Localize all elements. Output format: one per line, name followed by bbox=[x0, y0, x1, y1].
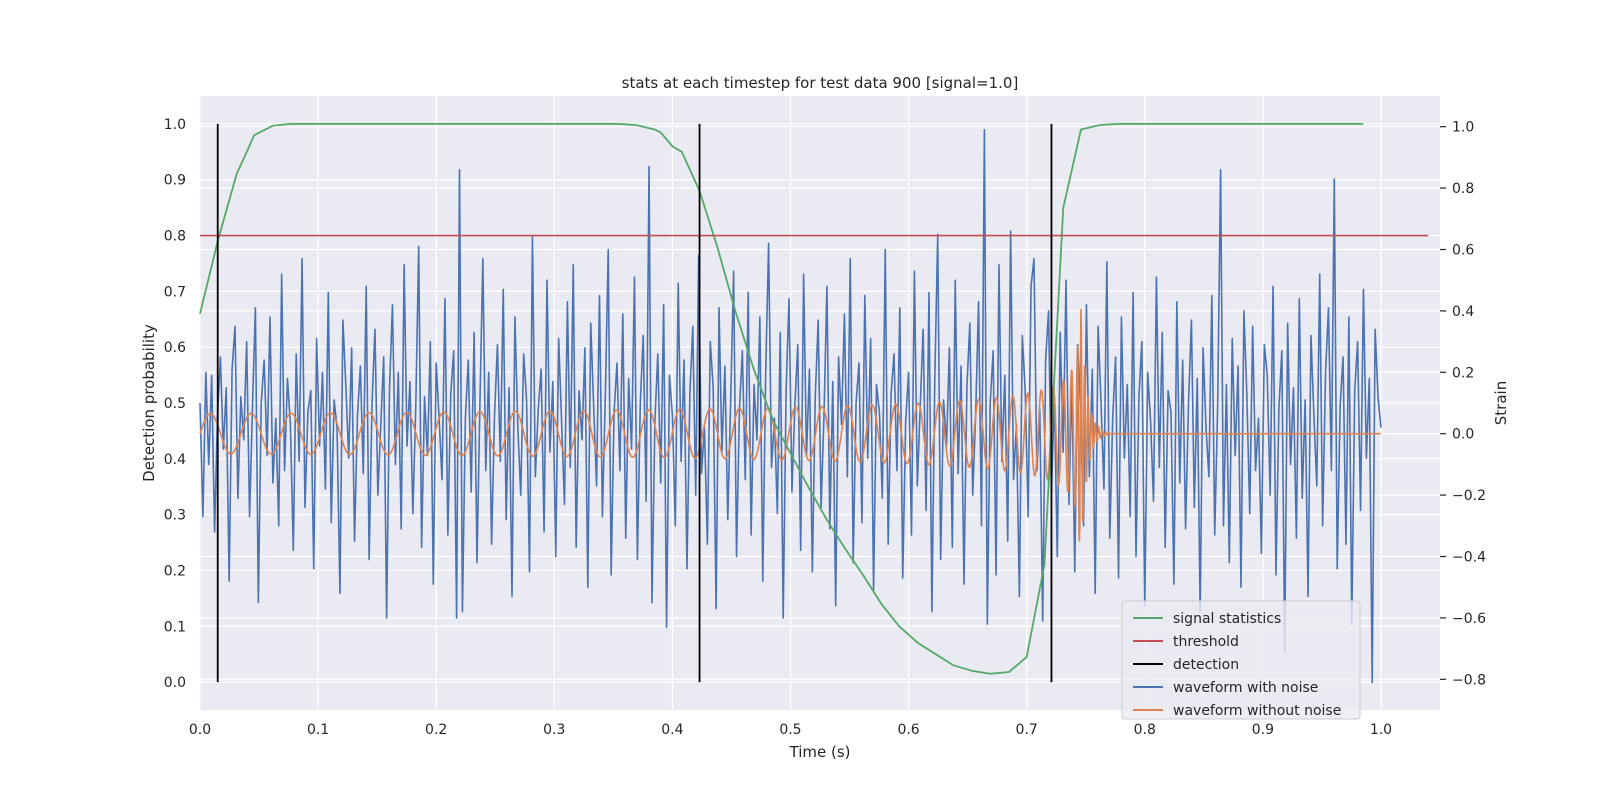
y-left-tick-label: 0.9 bbox=[164, 173, 186, 189]
y-right-tick-label: 1.0 bbox=[1452, 120, 1474, 136]
y-right-tick-label: 0.4 bbox=[1452, 304, 1474, 320]
series-waveform-with-noise bbox=[199, 128, 1382, 684]
x-tick-label: 1.0 bbox=[1370, 722, 1392, 738]
y-axis-left: 0.0 0.1 0.2 0.3 0.4 0.5 0.6 0.7 0.8 0.9 1.0 bbox=[164, 117, 186, 691]
y-left-tick-label: 0.2 bbox=[164, 563, 186, 579]
y-right-tick-label: 0.6 bbox=[1452, 243, 1474, 259]
legend-label: waveform without noise bbox=[1173, 703, 1341, 719]
y-right-tick-label: −0.6 bbox=[1452, 611, 1486, 627]
y-axis-right: −0.8 −0.6 −0.4 −0.2 0.0 0.2 0.4 0.6 0.8 1.0 bbox=[1440, 120, 1486, 688]
legend-label: signal statistics bbox=[1173, 611, 1281, 627]
y-axis-left-title: Detection probability bbox=[140, 324, 158, 482]
y-right-tick-label: −0.4 bbox=[1452, 550, 1486, 566]
x-tick-label: 0.4 bbox=[661, 722, 683, 738]
x-tick-label: 0.7 bbox=[1016, 722, 1038, 738]
y-left-tick-label: 0.8 bbox=[164, 229, 186, 245]
y-axis-right-title: Strain bbox=[1492, 381, 1510, 425]
legend-label: detection bbox=[1173, 657, 1239, 673]
y-left-tick-label: 0.4 bbox=[164, 452, 186, 468]
y-left-tick-label: 0.3 bbox=[164, 508, 186, 524]
x-tick-label: 0.5 bbox=[779, 722, 801, 738]
x-tick-label: 0.8 bbox=[1134, 722, 1156, 738]
y-left-tick-label: 0.0 bbox=[164, 675, 186, 691]
x-tick-label: 0.0 bbox=[189, 722, 211, 738]
y-left-tick-label: 0.1 bbox=[164, 619, 186, 635]
y-right-tick-label: 0.8 bbox=[1452, 181, 1474, 197]
y-right-tick-label: −0.2 bbox=[1452, 488, 1486, 504]
y-right-tick-label: 0.2 bbox=[1452, 365, 1474, 381]
series-layer bbox=[199, 123, 1429, 684]
x-tick-label: 0.9 bbox=[1252, 722, 1274, 738]
legend-box bbox=[1121, 600, 1361, 720]
x-axis: 0.0 0.1 0.2 0.3 0.4 0.5 0.6 0.7 0.8 0.9 1.0 bbox=[189, 722, 1392, 738]
x-tick-label: 0.1 bbox=[307, 722, 329, 738]
y-right-tick-label: 0.0 bbox=[1452, 427, 1474, 443]
y-left-tick-label: 0.6 bbox=[164, 340, 186, 356]
legend-label: waveform with noise bbox=[1173, 680, 1318, 696]
y-left-tick-label: 0.5 bbox=[164, 396, 186, 412]
y-left-tick-label: 0.7 bbox=[164, 284, 186, 300]
chart-title: stats at each timestep for test data 900… bbox=[622, 74, 1019, 92]
y-left-tick-label: 1.0 bbox=[164, 117, 186, 133]
x-tick-label: 0.2 bbox=[425, 722, 447, 738]
series-waveform-without-noise bbox=[199, 309, 1381, 542]
x-tick-label: 0.3 bbox=[543, 722, 565, 738]
y-right-tick-label: −0.8 bbox=[1452, 672, 1486, 688]
series-signal-statistics bbox=[199, 123, 1364, 675]
x-axis-title: Time (s) bbox=[789, 743, 851, 761]
legend-label: threshold bbox=[1173, 634, 1239, 650]
legend: signal statistics threshold detection wavef… bbox=[1121, 600, 1361, 720]
x-tick-label: 0.6 bbox=[897, 722, 919, 738]
